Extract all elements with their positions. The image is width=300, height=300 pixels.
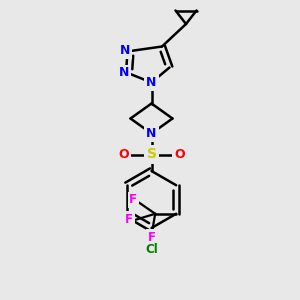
Text: O: O bbox=[118, 148, 129, 161]
Text: S: S bbox=[146, 148, 157, 161]
Text: N: N bbox=[118, 66, 129, 80]
Text: N: N bbox=[120, 44, 130, 58]
Text: F: F bbox=[129, 194, 137, 206]
Text: F: F bbox=[125, 213, 133, 226]
Text: N: N bbox=[146, 127, 157, 140]
Text: O: O bbox=[174, 148, 185, 161]
Text: N: N bbox=[146, 76, 157, 89]
Text: F: F bbox=[148, 231, 156, 244]
Text: Cl: Cl bbox=[145, 243, 158, 256]
